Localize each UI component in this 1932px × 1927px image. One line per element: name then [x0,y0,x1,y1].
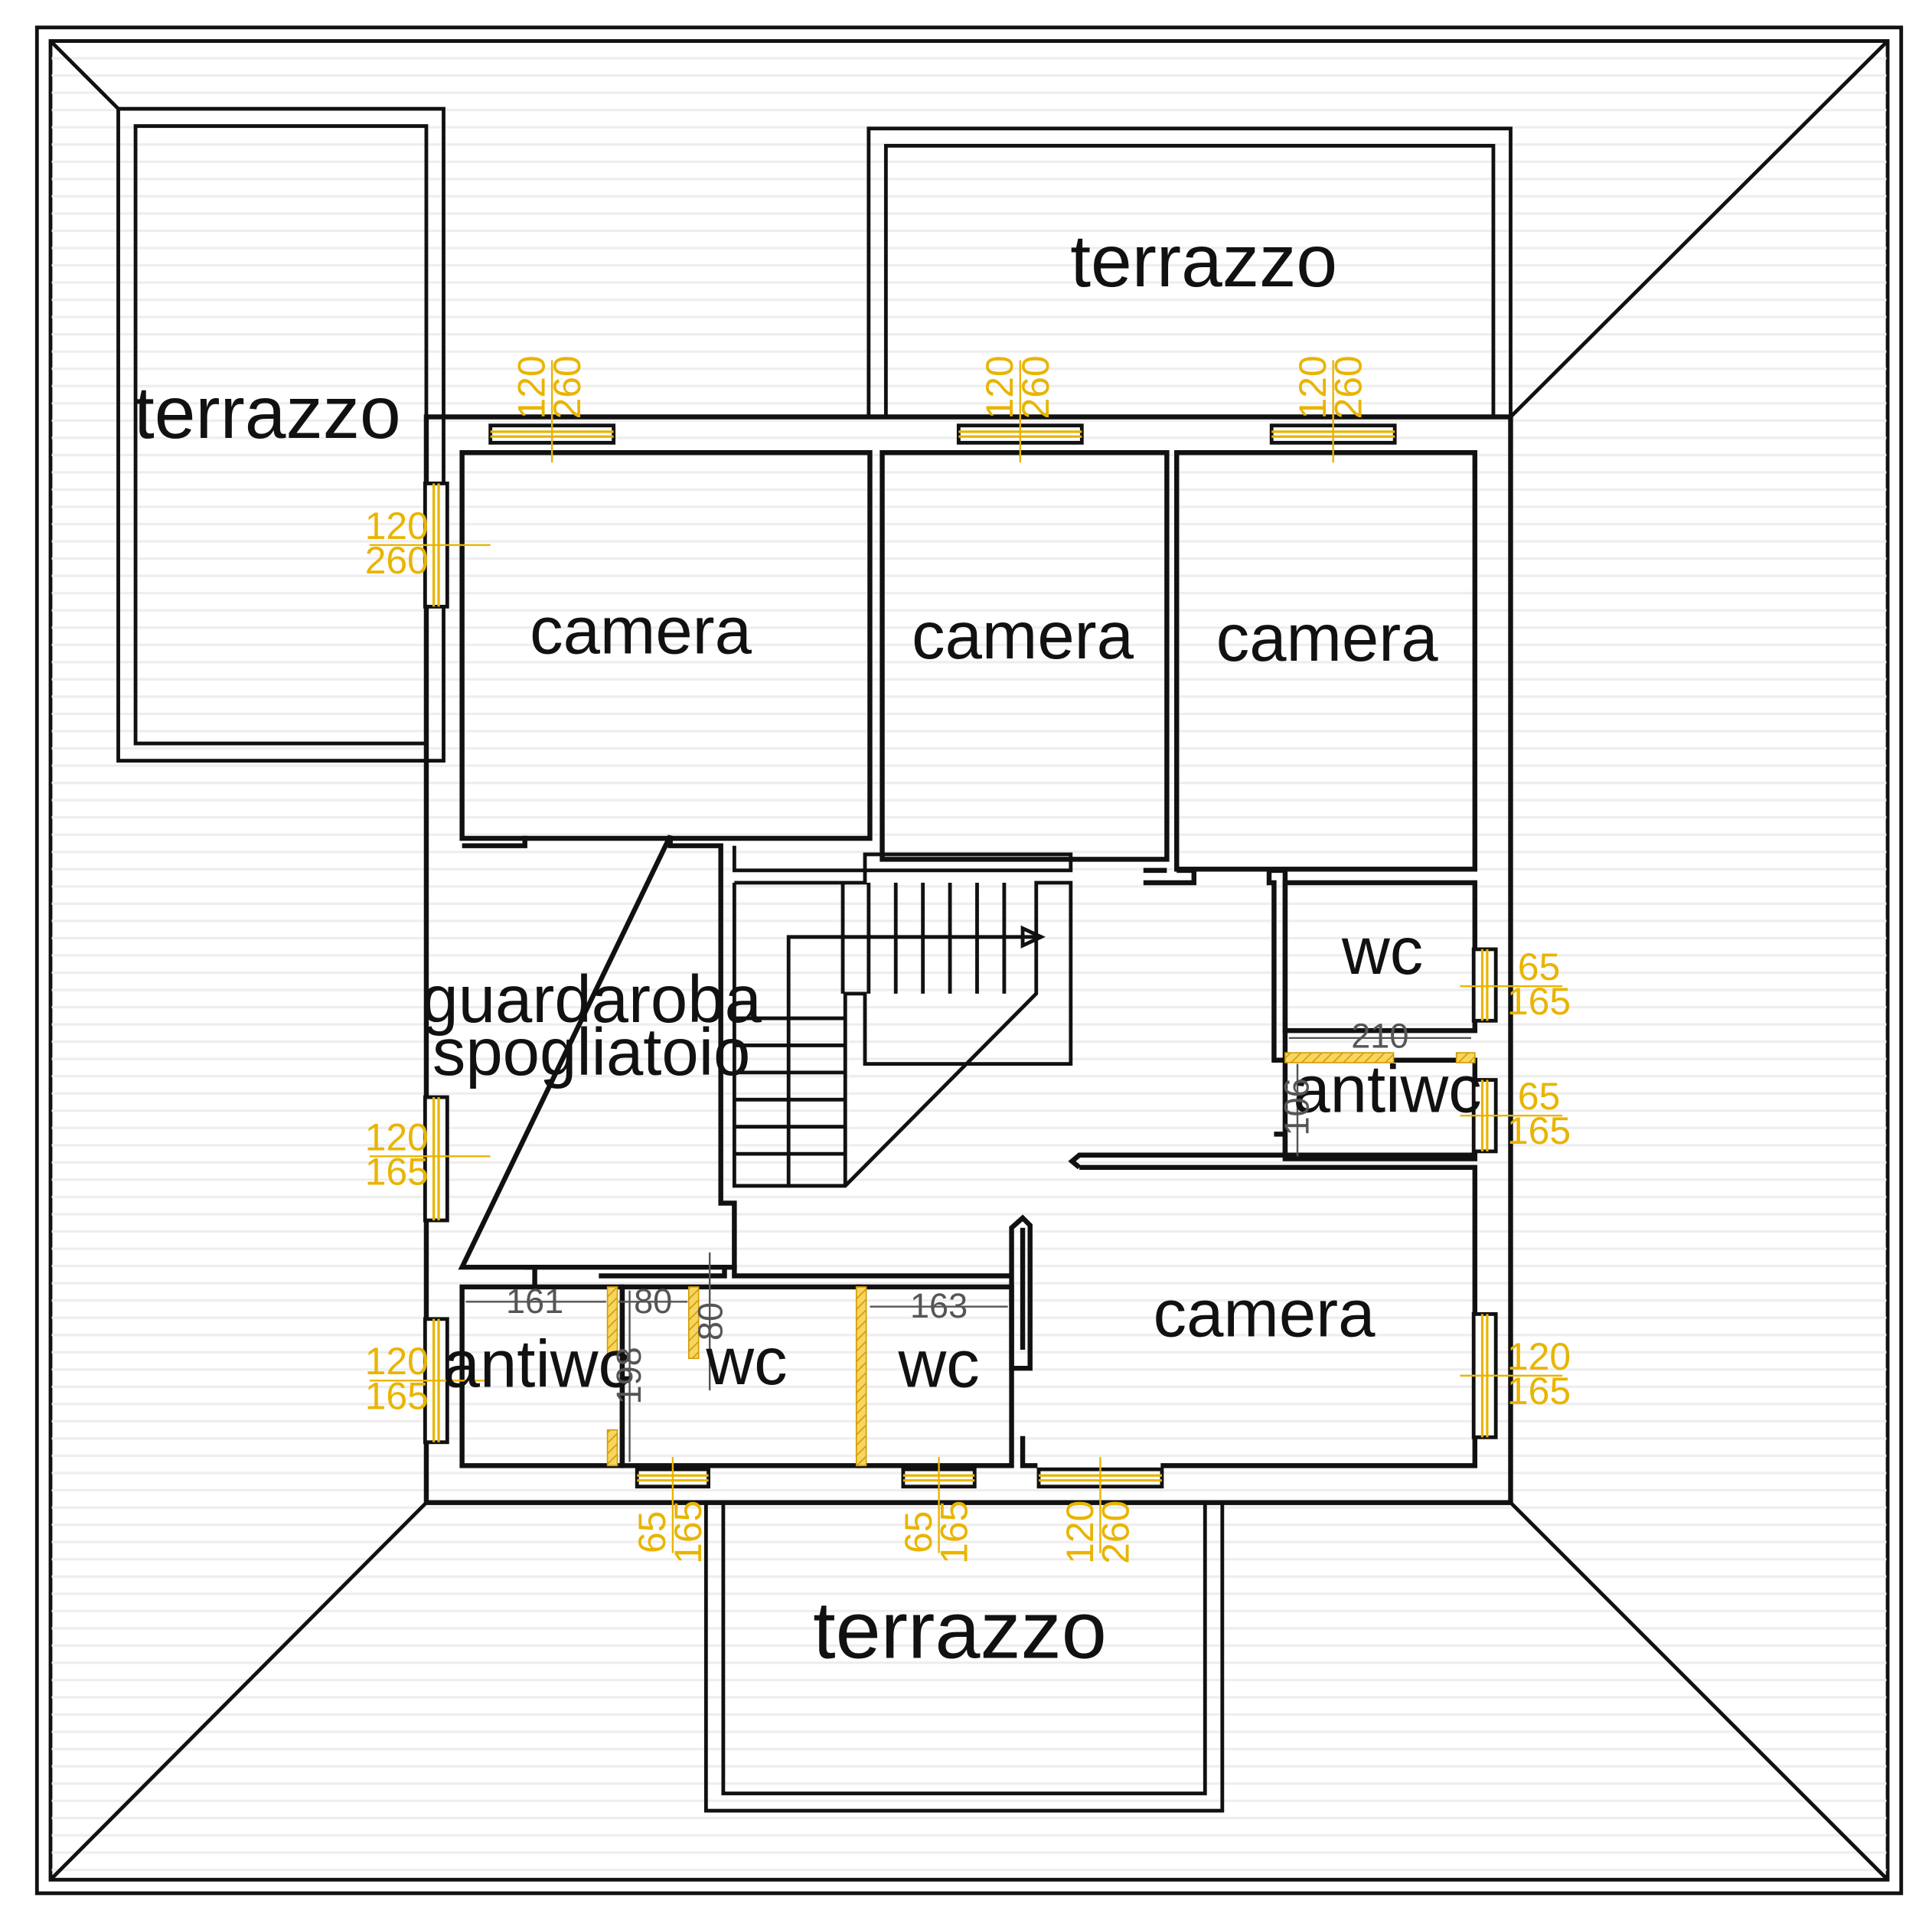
window-width-label: 120 [978,355,1021,419]
roof-outer-border [34,25,1904,1896]
wall-stub-5 [1009,1214,1033,1371]
window-height-label: 260 [365,539,429,582]
window-height-label: 165 [1507,980,1571,1023]
stair-outline [732,845,1073,1188]
wall-stub-1 [1143,867,1197,886]
dim-80b: 80 [690,1302,729,1341]
window-height-label: 260 [1014,355,1057,419]
window-width-label: 65 [897,1511,940,1553]
label-camera-se: camera [1154,1276,1376,1351]
window-frame [1471,947,1498,1023]
stair [732,845,1073,1188]
building [423,414,1513,1505]
window-width-label: 65 [1518,946,1561,988]
window-width-label: 120 [365,505,429,547]
label-terrazzo-nw: terrazzo [134,372,401,454]
label-wc-east: wc [1341,914,1423,988]
room-camera-n [880,449,1170,862]
door-leaf-antiwc-sw [606,1286,618,1356]
window-height-label: 165 [365,1374,429,1417]
door-leaf-wc-east [1284,1052,1395,1063]
roof-ridge-se [1509,1501,1889,1881]
dim-106: 106 [1277,1078,1316,1135]
stair-arrow-line [786,935,1036,1186]
dim-198: 198 [609,1347,648,1404]
label-antiwc-sw: antiwc [443,1327,631,1401]
room-labels: terrazzo terrazzo terrazzo camera camera… [134,220,1482,1676]
roof [34,25,1904,1896]
wall-stub-2 [1266,867,1288,1063]
dimension-labels: 210 106 161 80 80 163 198 [506,1017,1408,1405]
window-height-label: 165 [667,1501,710,1564]
label-camera-n: camera [912,599,1134,673]
wall-stub-6 [524,1264,537,1287]
dim-163: 163 [910,1286,968,1325]
window-width-label: 120 [365,1340,429,1383]
dim-161: 161 [506,1282,563,1321]
roof-tiles [51,57,1887,1871]
room-camera-ne [1174,449,1478,872]
window-height-label: 165 [1507,1370,1571,1413]
window-height-label: 260 [546,355,589,419]
label-camera-ne: camera [1216,601,1438,675]
stair-treads [734,882,1007,1156]
label-wc-south-1: wc [705,1324,787,1399]
window-height-label: 165 [365,1150,429,1193]
window-height-label: 165 [1507,1109,1571,1152]
label-wc-south-2: wc [897,1327,979,1401]
label-antiwc-east: antiwc [1293,1052,1481,1126]
window-height-label: 260 [1327,355,1370,419]
label-guardaroba: guardaroba [421,962,762,1037]
window-width-label: 120 [1507,1335,1571,1378]
window-frame [423,1095,449,1223]
window-width-label: 120 [1291,355,1334,419]
window-width-label: 120 [510,355,553,419]
dim-210: 210 [1351,1017,1408,1056]
label-spogliatoio: spogliatoio [432,1015,751,1089]
door-leaf-antiwc-sw-2 [606,1429,618,1467]
building-outer-wall [423,414,1513,1505]
window-height-label: 260 [1094,1501,1137,1564]
window-width-label: 120 [365,1115,429,1158]
door-leaf-wc-east-2 [1455,1052,1476,1063]
door-leaf-wc-south-1 [688,1286,700,1360]
roof-ridge-ne [1509,39,1889,419]
dim-80a: 80 [634,1282,672,1321]
window-width-label: 120 [1059,1501,1101,1564]
door-leaf-wc-south-2 [855,1286,867,1467]
wall-stub-7 [599,1264,1012,1279]
label-camera-nw: camera [530,594,752,668]
window-width-label: 65 [1518,1075,1561,1118]
dimension-lines [465,1037,1471,1462]
roof-ridge-sw [49,1501,428,1881]
window-height-label: 165 [933,1501,976,1564]
stair-arrow-head [1020,925,1046,949]
terrace-nw [116,106,445,763]
label-terrazzo-s: terrazzo [813,1584,1107,1675]
room-guardaroba [458,834,737,1270]
wall-stub-3 [1274,1132,1288,1159]
wall-stub-4 [1068,1152,1475,1170]
label-terrazzo-ne: terrazzo [1070,220,1337,302]
roof-ridge-nw [49,39,120,110]
room-camera-nw [459,449,873,841]
roof-edge [48,39,1890,1882]
window-width-label: 65 [631,1511,674,1553]
door-leaves [606,1052,1476,1467]
